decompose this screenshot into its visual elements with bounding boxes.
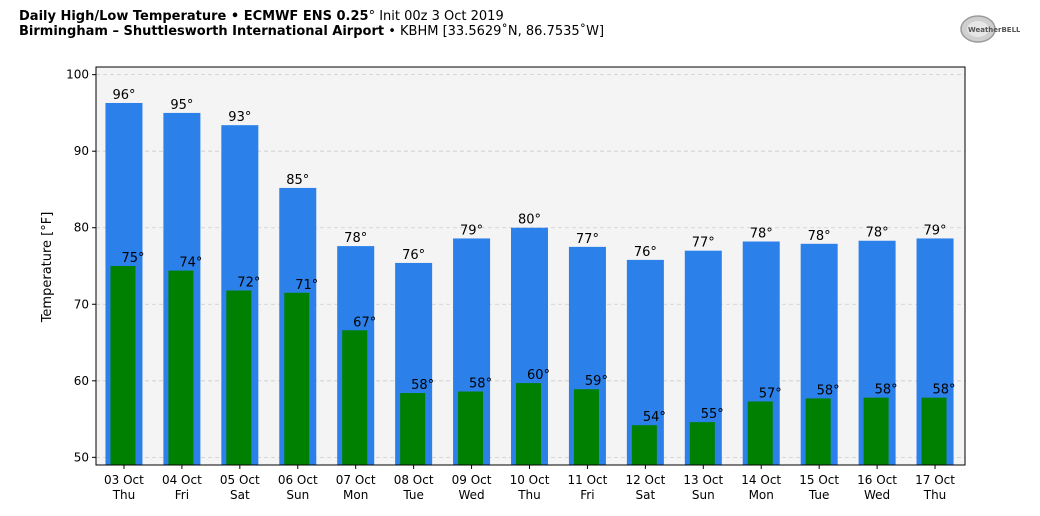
x-tick-day: Thu — [112, 488, 136, 502]
x-tick-day: Sun — [286, 488, 309, 502]
x-tick-day: Wed — [864, 488, 890, 502]
low-value-label: 54° — [643, 410, 666, 425]
high-value-label: 95° — [170, 98, 193, 113]
x-tick-day: Sat — [230, 488, 250, 502]
x-tick-date: 04 Oct — [162, 473, 202, 487]
low-bar — [631, 425, 657, 465]
high-value-label: 78° — [866, 226, 889, 241]
y-axis-label: Temperature [°F] — [40, 212, 55, 324]
x-tick-date: 11 Oct — [568, 473, 608, 487]
chart-subtitle: Birmingham – Shuttlesworth International… — [19, 24, 605, 39]
x-tick-date: 10 Oct — [510, 473, 550, 487]
low-value-label: 75° — [121, 251, 144, 266]
low-value-label: 58° — [469, 377, 492, 392]
high-value-label: 76° — [402, 248, 425, 263]
x-tick-date: 09 Oct — [452, 473, 492, 487]
x-tick-day: Sat — [636, 488, 656, 502]
low-value-label: 55° — [701, 407, 724, 422]
low-value-label: 58° — [875, 383, 898, 398]
svg-text:WeatherBELL: WeatherBELL — [968, 26, 1020, 34]
x-tick-day: Thu — [517, 488, 541, 502]
x-tick-date: 03 Oct — [104, 473, 144, 487]
high-value-label: 79° — [460, 223, 483, 238]
y-axis: 50 60 70 80 90 100 — [66, 68, 96, 464]
x-tick-day: Tue — [402, 488, 424, 502]
y-tick-label: 80 — [74, 221, 89, 235]
low-value-label: 58° — [817, 383, 840, 398]
x-tick-date: 08 Oct — [394, 473, 434, 487]
low-bar — [805, 398, 831, 465]
y-tick-label: 100 — [66, 68, 89, 82]
low-bar — [342, 330, 368, 465]
y-tick-label: 60 — [74, 374, 89, 388]
x-tick-date: 15 Oct — [799, 473, 839, 487]
high-value-label: 79° — [924, 223, 947, 238]
high-value-label: 78° — [344, 231, 367, 246]
low-value-label: 58° — [933, 383, 956, 398]
x-tick-date: 07 Oct — [336, 473, 376, 487]
bar-labels: 96° 75° 95° 74° 93° 72° 85° 71° 78° 67° 76° 58° 79° 5… — [112, 88, 955, 425]
low-bar — [168, 270, 194, 465]
high-value-label: 76° — [634, 245, 657, 260]
low-bar — [921, 397, 947, 465]
high-value-label: 78° — [808, 229, 831, 244]
high-value-label: 78° — [750, 227, 773, 242]
x-tick-date: 05 Oct — [220, 473, 260, 487]
y-tick-label: 70 — [74, 297, 89, 311]
low-value-label: 57° — [759, 386, 782, 401]
x-tick-day: Fri — [580, 488, 594, 502]
x-tick-date: 13 Oct — [683, 473, 723, 487]
x-tick-date: 17 Oct — [915, 473, 955, 487]
low-value-label: 67° — [353, 315, 376, 330]
x-tick-day: Wed — [458, 488, 484, 502]
low-bar — [863, 397, 889, 465]
low-bar — [110, 266, 136, 465]
high-value-label: 93° — [228, 110, 251, 125]
high-value-label: 77° — [576, 232, 599, 247]
low-value-label: 71° — [295, 278, 318, 293]
low-value-label: 59° — [585, 374, 608, 389]
low-bar — [689, 422, 715, 465]
low-bar — [458, 391, 484, 465]
low-value-label: 74° — [179, 256, 202, 271]
x-tick-date: 12 Oct — [625, 473, 665, 487]
x-tick-date: 16 Oct — [857, 473, 897, 487]
high-value-label: 77° — [692, 236, 715, 251]
x-tick-day: Fri — [175, 488, 189, 502]
y-tick-label: 90 — [74, 144, 89, 158]
low-bar — [573, 389, 599, 465]
x-tick-date: 06 Oct — [278, 473, 318, 487]
low-bars — [110, 266, 947, 465]
x-tick-day: Sun — [692, 488, 715, 502]
plot-frame — [95, 66, 966, 466]
low-bar — [284, 292, 310, 465]
x-tick-day: Thu — [923, 488, 947, 502]
low-bar — [516, 383, 541, 465]
chart-title: Daily High/Low Temperature • ECMWF ENS 0… — [19, 9, 504, 24]
x-tick-day: Tue — [808, 488, 830, 502]
y-tick-label: 50 — [74, 450, 89, 464]
low-bar — [400, 393, 426, 465]
low-bar — [226, 290, 252, 465]
x-tick-date: 14 Oct — [741, 473, 781, 487]
low-value-label: 72° — [237, 275, 260, 290]
x-tick-day: Mon — [343, 488, 368, 502]
high-value-label: 96° — [112, 88, 135, 103]
high-value-label: 80° — [518, 213, 541, 228]
high-value-label: 85° — [286, 173, 309, 188]
low-value-label: 58° — [411, 378, 434, 393]
weatherbell-logo: WeatherBELL — [960, 15, 1020, 43]
low-value-label: 60° — [527, 368, 550, 383]
low-bar — [747, 401, 773, 465]
x-tick-day: Mon — [749, 488, 774, 502]
chart-header: Daily High/Low Temperature • ECMWF ENS 0… — [19, 9, 604, 39]
